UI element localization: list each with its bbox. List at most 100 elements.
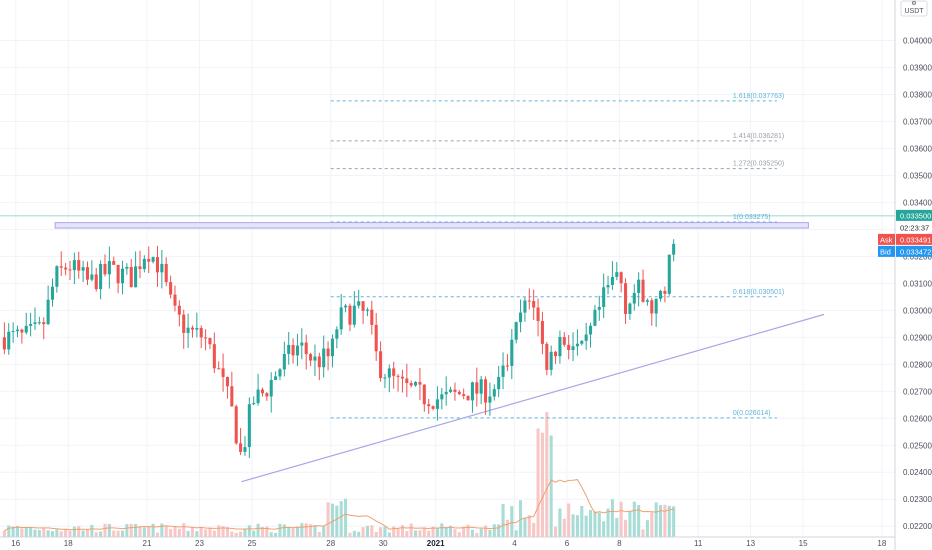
volume-bar bbox=[610, 499, 614, 537]
volume-bar bbox=[177, 528, 181, 537]
volume-bar bbox=[330, 503, 334, 537]
volume-bar bbox=[208, 527, 212, 537]
volume-bar bbox=[81, 530, 85, 537]
volume-bar bbox=[103, 523, 107, 537]
candle-body bbox=[379, 351, 383, 379]
volume-bar bbox=[392, 526, 396, 537]
volume-bar bbox=[510, 506, 514, 537]
volume-bar bbox=[444, 526, 448, 537]
currency-badge[interactable] bbox=[900, 0, 928, 17]
candle-body bbox=[265, 393, 269, 397]
candle-body bbox=[55, 266, 59, 287]
volume-bar bbox=[606, 508, 610, 537]
volume-bar bbox=[120, 530, 125, 537]
time-tick-label: 6 bbox=[565, 539, 570, 548]
candle-body bbox=[72, 260, 76, 271]
volume-bar bbox=[90, 524, 94, 537]
candle-body bbox=[663, 290, 667, 294]
candle-body bbox=[239, 443, 243, 452]
volume-bar bbox=[55, 529, 59, 537]
volume-bar bbox=[449, 525, 453, 537]
volume-bar bbox=[72, 526, 76, 537]
candle-body bbox=[374, 324, 378, 352]
candle-body bbox=[326, 348, 330, 357]
volume-bar bbox=[575, 515, 579, 537]
volume-bar bbox=[151, 523, 155, 537]
volume-bar bbox=[313, 525, 317, 537]
time-tick-label: 2021 bbox=[427, 539, 445, 548]
candle-body bbox=[116, 264, 120, 284]
volume-bar bbox=[24, 527, 28, 537]
volume-bar bbox=[672, 506, 676, 537]
grid bbox=[0, 0, 895, 537]
candle-body bbox=[619, 272, 623, 284]
volume-bar bbox=[77, 526, 81, 537]
quote-currency: USDT bbox=[904, 8, 924, 15]
candle-body bbox=[492, 389, 496, 397]
support-trendline[interactable] bbox=[241, 313, 825, 483]
resistance-zone[interactable] bbox=[54, 222, 809, 229]
candle-body bbox=[527, 300, 531, 302]
resistance-rectangle[interactable] bbox=[54, 222, 809, 229]
candle-body bbox=[195, 328, 199, 330]
candle-body bbox=[610, 276, 614, 286]
volume-bar bbox=[418, 530, 422, 537]
volume-bar bbox=[182, 523, 186, 537]
ask-tag bbox=[896, 233, 932, 245]
candle-body bbox=[33, 322, 37, 324]
volume-bar bbox=[589, 509, 593, 537]
candle-body bbox=[357, 301, 361, 306]
candle-body bbox=[287, 344, 291, 354]
time-tick-label: 15 bbox=[799, 539, 808, 548]
candle-body bbox=[540, 321, 544, 344]
volume-bar bbox=[212, 530, 216, 537]
volume-bar bbox=[567, 503, 571, 537]
candle-body bbox=[182, 314, 186, 333]
trendline[interactable] bbox=[241, 313, 825, 483]
volume-bar bbox=[11, 526, 15, 537]
bid-tag bbox=[896, 245, 932, 257]
candle-body bbox=[344, 305, 348, 308]
volume-bar bbox=[624, 519, 628, 537]
volume-bar bbox=[440, 523, 444, 537]
candle-body bbox=[484, 379, 488, 403]
volume-bar bbox=[42, 527, 46, 537]
volume-bar bbox=[615, 518, 619, 537]
time-tick-label: 21 bbox=[143, 539, 152, 548]
volume-bar bbox=[252, 530, 256, 537]
fib-level-label: 0.618(0.030501) bbox=[733, 289, 784, 296]
candle-body bbox=[103, 263, 107, 275]
volume-bar bbox=[269, 532, 273, 537]
candle-body bbox=[230, 386, 234, 407]
volume-bar bbox=[243, 528, 247, 537]
time-axis[interactable]: 16 18 21 23 25 28 30 2021 4 6 8 11 13 15 18 bbox=[0, 536, 895, 548]
candle-body bbox=[352, 305, 356, 325]
volume-bar bbox=[554, 526, 558, 537]
candle-body bbox=[335, 329, 339, 339]
volume-bar bbox=[138, 526, 142, 537]
candle-body bbox=[575, 343, 579, 347]
candle-body bbox=[392, 368, 396, 376]
volume-bar bbox=[405, 531, 409, 537]
candle-body bbox=[624, 283, 628, 314]
candle-body bbox=[650, 300, 654, 314]
candle-body bbox=[125, 266, 129, 269]
volume-bar bbox=[221, 526, 225, 537]
volume-bar bbox=[549, 435, 553, 537]
candle-body bbox=[42, 322, 46, 325]
volume-bar bbox=[453, 529, 457, 537]
candle-body bbox=[282, 353, 286, 370]
volume-bar bbox=[558, 508, 562, 537]
fibonacci-retracement[interactable]: 0(0.026014) 0.618(0.030501) 1(0.033275) 1.2… bbox=[330, 93, 785, 419]
candle-body bbox=[129, 266, 133, 288]
axis-settings[interactable]: ⚙ USDT bbox=[900, 0, 928, 17]
volume-bar bbox=[317, 531, 321, 537]
candle-body bbox=[536, 307, 540, 322]
volume-bar bbox=[195, 531, 199, 537]
volume-bar bbox=[15, 525, 20, 537]
volume-bar bbox=[619, 501, 623, 537]
